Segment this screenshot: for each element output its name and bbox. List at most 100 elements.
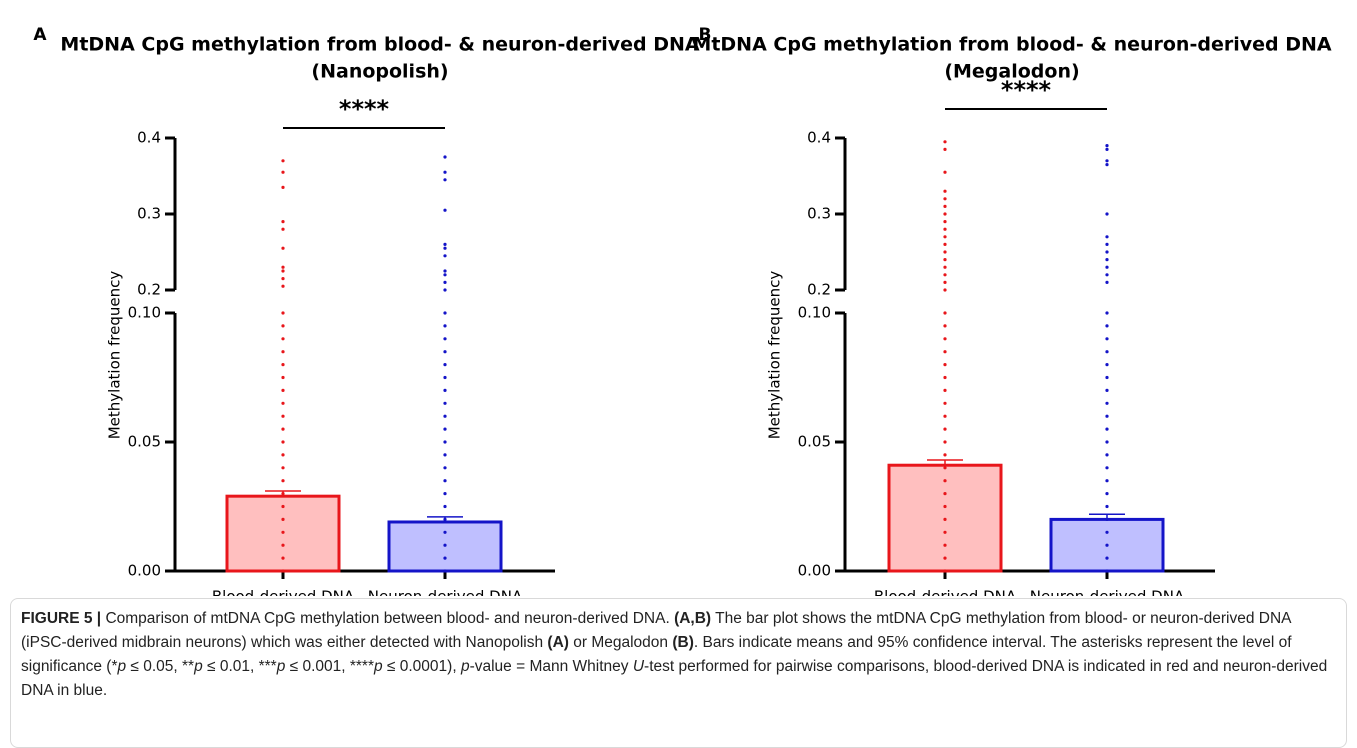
data-point [943, 204, 947, 208]
data-point [1105, 235, 1109, 239]
caption-text: Comparison of mtDNA CpG methylation betw… [101, 610, 675, 627]
data-point [281, 517, 285, 522]
caption-label: FIGURE 5 | [21, 610, 102, 627]
data-point [443, 269, 447, 273]
y-tick-label: 0.00 [798, 562, 831, 580]
y-tick-label: 0.05 [798, 433, 831, 451]
data-point [943, 556, 947, 560]
data-point [443, 208, 447, 212]
data-point [943, 350, 947, 354]
data-point [943, 569, 947, 573]
data-point [281, 246, 285, 250]
data-point [1105, 337, 1109, 341]
data-point [1105, 144, 1109, 148]
data-point [281, 350, 285, 354]
data-point [281, 269, 285, 273]
x-tick-label: Neuron-derived DNA [368, 588, 523, 597]
data-point [1105, 530, 1109, 534]
y-tick-label: 0.10 [798, 304, 831, 322]
caption-italic: p [374, 658, 383, 675]
data-point [1105, 159, 1109, 163]
chart-title: MtDNA CpG methylation from blood- & neur… [60, 34, 699, 56]
data-point [443, 401, 447, 405]
caption-text: or Megalodon [568, 634, 673, 651]
data-point [1105, 363, 1109, 367]
data-point [1105, 427, 1109, 431]
data-point [281, 479, 285, 483]
data-point [943, 414, 947, 418]
y-tick-label: 0.00 [128, 562, 161, 580]
y-tick-label: 0.4 [137, 129, 161, 147]
data-point [281, 375, 285, 380]
panel-label: A [33, 25, 47, 45]
data-point [443, 504, 447, 509]
data-point [1105, 350, 1109, 354]
panel-label: B [699, 25, 712, 45]
data-point [1105, 258, 1109, 262]
data-point [1105, 280, 1109, 284]
y-axis-label: Methylation frequency [106, 271, 124, 440]
data-point [281, 363, 285, 367]
data-point [943, 250, 947, 254]
data-point [943, 288, 947, 292]
data-point [281, 337, 285, 341]
data-point [443, 246, 447, 250]
caption-text: ≤ 0.001, **** [285, 658, 374, 675]
data-point [1105, 543, 1109, 547]
data-point [443, 388, 447, 392]
data-point [1105, 265, 1109, 269]
data-point [281, 440, 285, 444]
caption-ref: (A) [547, 634, 569, 651]
data-point [943, 427, 947, 431]
data-point [1105, 479, 1109, 483]
data-point [443, 440, 447, 444]
data-point [943, 280, 947, 284]
y-tick-label: 0.3 [137, 205, 161, 223]
data-point [443, 170, 447, 174]
data-point [443, 543, 447, 547]
data-point [943, 479, 947, 483]
data-point [943, 140, 947, 144]
x-tick-label: Blood-derived DNA [212, 588, 355, 597]
data-point [281, 185, 285, 189]
data-point [443, 556, 447, 560]
data-point [943, 273, 947, 277]
data-point [943, 453, 947, 457]
data-point [443, 242, 447, 246]
y-tick-label: 0.10 [128, 304, 161, 322]
data-point [443, 453, 447, 457]
chart-subtitle: (Megalodon) [944, 61, 1079, 83]
data-point [443, 350, 447, 354]
data-point [443, 363, 447, 367]
chart-title: MtDNA CpG methylation from blood- & neur… [692, 34, 1331, 56]
data-point [281, 401, 285, 405]
caption-ref: (A,B) [674, 610, 712, 627]
data-point [943, 242, 947, 246]
data-point [281, 311, 285, 315]
data-point [1105, 453, 1109, 457]
data-point [281, 466, 285, 470]
data-point [943, 375, 947, 380]
data-point [443, 324, 447, 328]
data-point [281, 530, 285, 534]
data-point [943, 440, 947, 444]
data-point [443, 155, 447, 159]
data-point [943, 504, 947, 509]
data-point [443, 569, 447, 573]
data-point [1105, 388, 1109, 392]
significance: **** [1001, 76, 1052, 104]
y-tick-label: 0.05 [128, 433, 161, 451]
data-point [443, 288, 447, 292]
data-point [943, 197, 947, 201]
caption-italic: p [194, 658, 203, 675]
data-point [443, 178, 447, 182]
caption-text: -test performed for pairwise comparisons… [21, 658, 1328, 699]
data-point [281, 569, 285, 573]
data-point [281, 414, 285, 418]
data-point [943, 363, 947, 367]
caption-italic: p [276, 658, 286, 675]
data-point [443, 375, 447, 380]
data-point [281, 220, 285, 224]
caption-text: . Bars indicate means and 95% confidence… [21, 634, 1292, 675]
caption-text: ≤ 0.01, *** [202, 658, 277, 675]
